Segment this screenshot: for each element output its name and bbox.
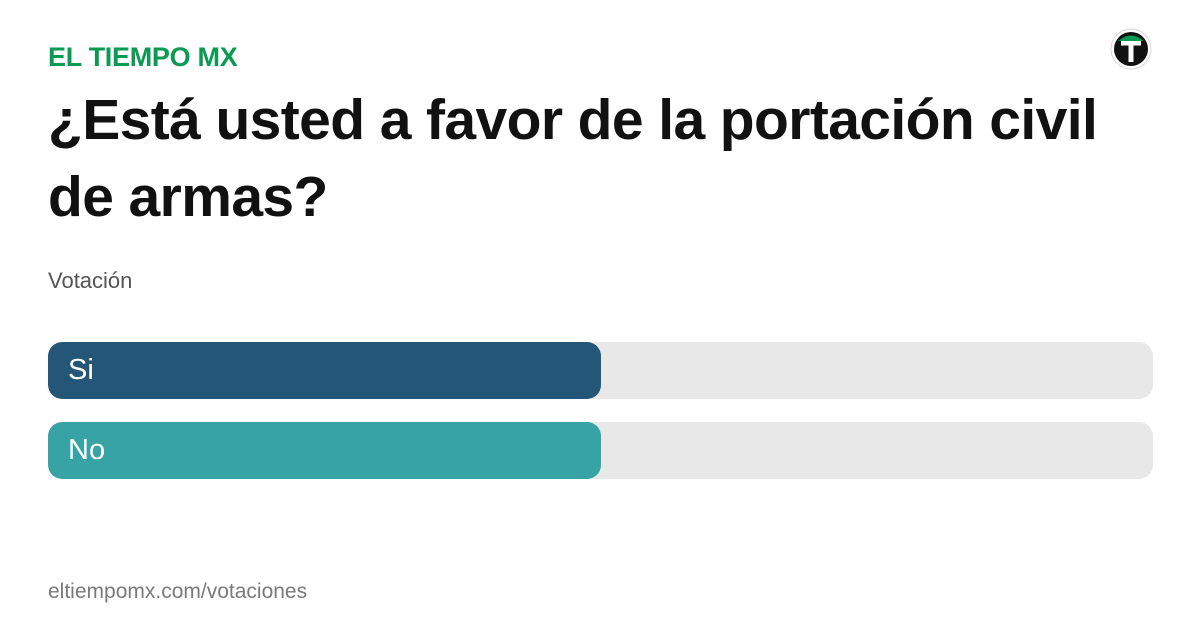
poll-option-si-bar xyxy=(48,342,601,399)
poll-subtitle: Votación xyxy=(48,268,133,293)
footer-url[interactable]: eltiempomx.com/votaciones xyxy=(48,580,308,603)
el-tiempo-logo-icon xyxy=(1110,28,1152,70)
poll-option-no[interactable]: No xyxy=(48,422,1153,479)
poll-option-no-bar xyxy=(48,422,601,479)
poll-question: ¿Está usted a favor de la portación civi… xyxy=(48,88,1098,229)
poll-option-si[interactable]: Si xyxy=(48,342,1153,399)
poll-option-no-label: No xyxy=(68,434,106,466)
brand-name: EL TIEMPO MX xyxy=(48,42,238,72)
poll-option-si-label: Si xyxy=(68,354,94,386)
